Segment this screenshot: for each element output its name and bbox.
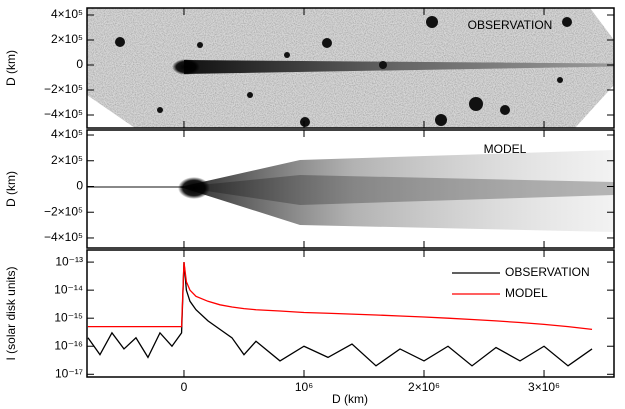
y-tick-label: −4×10⁵ — [44, 107, 83, 121]
data-line — [87, 262, 593, 330]
legend-label: MODEL — [505, 286, 548, 300]
y-tick-label: 10⁻¹⁵ — [54, 310, 83, 324]
y-tick-label: 4×10⁵ — [51, 127, 83, 141]
y-axis-label: D (km) — [4, 50, 18, 86]
x-axis-label: D (km) — [332, 392, 368, 406]
observation-image — [87, 8, 614, 128]
x-tick-label: 10⁶ — [295, 380, 313, 394]
panel-frame — [86, 249, 615, 378]
y-tick-label: −2×10⁵ — [44, 204, 83, 218]
panel-frame — [86, 129, 615, 249]
x-tick-label: 0 — [181, 380, 188, 394]
y-tick-label: 0 — [76, 179, 83, 193]
y-tick-label: −4×10⁵ — [44, 230, 83, 244]
panel-label: OBSERVATION — [468, 18, 553, 32]
y-axis-label: D (km) — [4, 171, 18, 207]
y-tick-label: 10⁻¹⁶ — [54, 338, 83, 352]
y-tick-label: 0 — [76, 57, 83, 71]
legend-label: OBSERVATION — [505, 265, 590, 279]
y-tick-label: 10⁻¹⁴ — [54, 282, 83, 296]
data-line — [87, 262, 593, 367]
y-tick-label: 2×10⁵ — [51, 32, 83, 46]
y-tick-label: 2×10⁵ — [51, 153, 83, 167]
panel-frame — [86, 7, 615, 129]
y-tick-label: 10⁻¹³ — [55, 254, 83, 268]
y-axis-label: I (solar disk units) — [4, 266, 18, 360]
model-image — [87, 130, 614, 248]
x-tick-label: 3×10⁶ — [528, 380, 560, 394]
y-tick-label: −2×10⁵ — [44, 82, 83, 96]
y-tick-label: 4×10⁵ — [51, 7, 83, 21]
x-tick-label: 2×10⁶ — [408, 380, 440, 394]
panel-label: MODEL — [484, 142, 527, 156]
y-tick-label: 10⁻¹⁷ — [55, 366, 83, 380]
